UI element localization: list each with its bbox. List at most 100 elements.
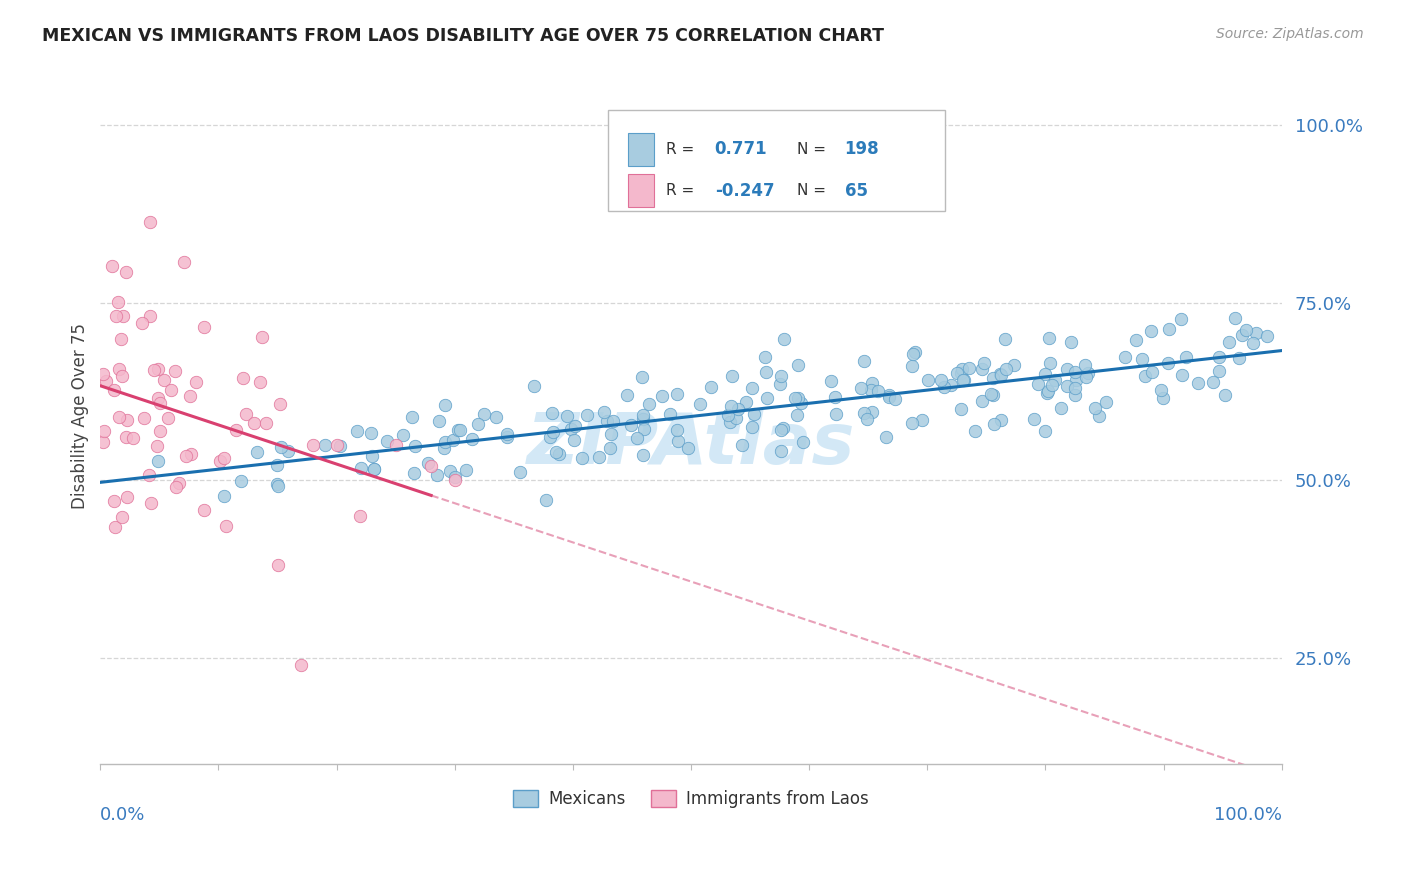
Point [990, 368, 1012, 383]
Point [266, 476, 288, 491]
Point [820, 374, 842, 388]
Point [434, 398, 457, 412]
Point [856, 411, 879, 425]
Point [485, 409, 508, 424]
Point [724, 411, 747, 425]
Point [851, 381, 873, 395]
Text: 198: 198 [845, 140, 879, 159]
Point [676, 441, 699, 455]
Point [1157, 356, 1180, 370]
Point [173, 254, 195, 268]
Point [1218, 335, 1240, 350]
Point [270, 440, 292, 454]
Text: R =: R = [666, 183, 699, 198]
Point [290, 657, 312, 672]
Point [416, 456, 439, 470]
Point [970, 394, 993, 409]
Point [1215, 388, 1237, 402]
Point [1050, 401, 1073, 416]
Point [754, 351, 776, 365]
Point [600, 426, 623, 441]
Point [94, 374, 117, 388]
Point [630, 370, 652, 384]
Point [576, 409, 599, 423]
Point [1114, 351, 1136, 365]
Point [360, 449, 382, 463]
Point [349, 508, 371, 523]
Point [859, 383, 882, 397]
Point [325, 438, 347, 452]
Point [447, 423, 470, 437]
Point [720, 400, 742, 414]
Point [193, 502, 215, 516]
Point [115, 430, 138, 444]
Point [877, 388, 900, 402]
Point [638, 397, 661, 411]
Point [472, 407, 495, 421]
Point [633, 422, 655, 436]
Point [557, 409, 579, 423]
Point [215, 519, 238, 533]
Point [115, 265, 138, 279]
Point [266, 479, 288, 493]
Point [929, 374, 952, 388]
Point [149, 396, 172, 410]
Point [1175, 350, 1198, 364]
Point [659, 407, 682, 421]
Point [225, 423, 247, 437]
Point [1150, 383, 1173, 397]
Point [1152, 391, 1174, 405]
Point [104, 309, 127, 323]
Point [1171, 368, 1194, 383]
Point [107, 295, 129, 310]
Point [825, 407, 848, 421]
Point [990, 413, 1012, 427]
FancyBboxPatch shape [609, 111, 945, 211]
Point [1133, 368, 1156, 383]
Point [404, 439, 426, 453]
Point [564, 419, 586, 434]
Point [744, 407, 766, 421]
Point [1074, 358, 1097, 372]
Text: Source: ZipAtlas.com: Source: ZipAtlas.com [1216, 27, 1364, 41]
Point [1039, 356, 1062, 370]
Point [401, 410, 423, 425]
Point [1139, 324, 1161, 338]
Point [138, 468, 160, 483]
Point [1056, 362, 1078, 376]
Point [860, 405, 883, 419]
Point [91, 434, 114, 449]
Point [132, 410, 155, 425]
Point [269, 397, 291, 411]
Point [509, 466, 531, 480]
Point [1076, 366, 1098, 380]
Point [1064, 381, 1087, 395]
Point [277, 443, 299, 458]
Point [599, 441, 621, 455]
Point [146, 362, 169, 376]
Point [1223, 311, 1246, 326]
Point [1038, 331, 1060, 345]
Point [138, 215, 160, 229]
Point [131, 316, 153, 330]
Point [363, 462, 385, 476]
Point [174, 450, 197, 464]
Point [139, 310, 162, 324]
Point [443, 470, 465, 484]
Point [108, 409, 131, 424]
Text: N =: N = [797, 183, 831, 198]
Point [852, 406, 875, 420]
Point [602, 414, 624, 428]
Point [1230, 328, 1253, 343]
Legend: Mexicans, Immigrants from Laos: Mexicans, Immigrants from Laos [506, 783, 876, 815]
Point [179, 389, 201, 403]
Point [1208, 363, 1230, 377]
Point [433, 442, 456, 456]
Point [103, 384, 125, 398]
Point [434, 435, 457, 450]
Point [626, 431, 648, 445]
Point [666, 434, 689, 449]
Point [877, 390, 900, 404]
Point [717, 409, 740, 423]
Point [1036, 384, 1059, 398]
